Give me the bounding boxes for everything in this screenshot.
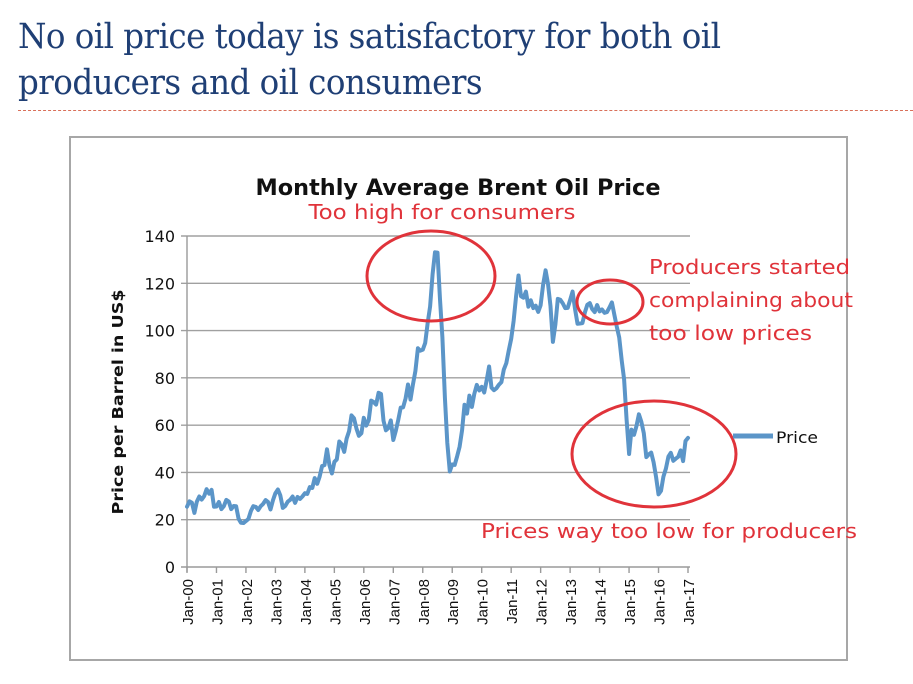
annotation-too-low: Prices way too low for producers xyxy=(481,519,857,543)
x-tick-label: Jan-07 xyxy=(386,579,403,625)
ellipse-2015-2016-low xyxy=(570,399,738,509)
x-tick-label: Jan-03 xyxy=(268,579,285,625)
y-tick-label: 100 xyxy=(144,322,175,341)
x-tick-label: Jan-09 xyxy=(445,579,462,625)
slide-title-line-1: No oil price today is satisfactory for b… xyxy=(18,17,721,57)
annotation-producers-line-3: too low prices xyxy=(649,321,812,345)
annotation-circles xyxy=(365,229,738,509)
x-tick-label: Jan-13 xyxy=(563,579,580,625)
x-tick-label: Jan-04 xyxy=(298,579,315,625)
series-line-price xyxy=(185,250,690,525)
x-tick-label: Jan-08 xyxy=(416,579,433,625)
x-tick-label: Jan-06 xyxy=(357,579,374,625)
x-tick-label: Jan-12 xyxy=(534,579,551,625)
slide-title: No oil price today is satisfactory for b… xyxy=(18,14,846,106)
gridlines xyxy=(181,235,690,568)
axes xyxy=(186,236,689,573)
x-tick-label: Jan-14 xyxy=(593,579,610,625)
annotation-producers-line-1: Producers started xyxy=(649,255,850,279)
chart-title: Monthly Average Brent Oil Price xyxy=(256,176,661,201)
x-tick-label: Jan-11 xyxy=(504,579,521,624)
title-divider xyxy=(18,110,913,111)
legend-label-price: Price xyxy=(776,428,818,447)
x-tick-label: Jan-15 xyxy=(622,579,639,625)
y-tick-label: 0 xyxy=(165,558,175,577)
chart-frame xyxy=(69,136,848,661)
ellipse-2014-plateau xyxy=(575,278,645,326)
annotation-too-high: Too high for consumers xyxy=(307,200,575,224)
ellipse-2008-peak xyxy=(365,229,497,323)
x-tick-label: Jan-00 xyxy=(180,579,197,625)
y-tick-label: 140 xyxy=(144,227,175,246)
x-tick-label: Jan-17 xyxy=(681,579,698,625)
y-axis-label: Price per Barrel in US$ xyxy=(109,290,127,515)
y-tick-label: 120 xyxy=(144,274,175,293)
x-tick-label: Jan-01 xyxy=(209,579,226,625)
x-tick-label: Jan-16 xyxy=(652,579,669,625)
x-tick-label: Jan-10 xyxy=(475,579,492,625)
x-tick-labels: Jan-00 Jan-01 Jan-02 Jan-03 Jan-04 Jan-05 Jan-… xyxy=(180,579,698,625)
slide-title-line-2: producers and oil consumers xyxy=(18,63,483,103)
y-tick-label: 20 xyxy=(155,511,175,530)
y-tick-label: 60 xyxy=(155,416,175,435)
annotation-producers-line-2: complaining about xyxy=(649,288,853,312)
y-tick-labels: 0 20 40 60 80 100 120 140 xyxy=(144,227,175,577)
legend: Price xyxy=(733,428,818,447)
x-tick-label: Jan-02 xyxy=(239,579,256,625)
x-tick-label: Jan-05 xyxy=(327,579,344,625)
y-tick-label: 40 xyxy=(155,463,175,482)
y-tick-label: 80 xyxy=(155,369,175,388)
